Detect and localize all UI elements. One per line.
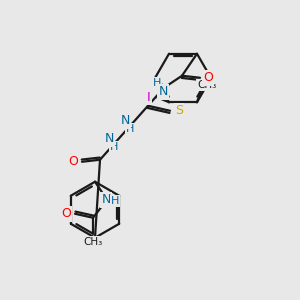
Text: H: H (111, 196, 119, 206)
Text: H: H (126, 124, 134, 134)
Text: CH₃: CH₃ (197, 80, 217, 90)
Text: I: I (147, 91, 151, 104)
Text: CH₃: CH₃ (83, 237, 103, 247)
Text: O: O (203, 71, 213, 84)
Text: O: O (61, 207, 71, 220)
Text: H: H (110, 142, 118, 152)
Text: N: N (104, 132, 114, 145)
Text: N: N (158, 85, 168, 98)
Text: N: N (120, 114, 130, 127)
Text: S: S (175, 104, 183, 117)
Text: H: H (153, 78, 161, 88)
Text: N: N (101, 193, 111, 206)
Text: O: O (68, 155, 78, 168)
